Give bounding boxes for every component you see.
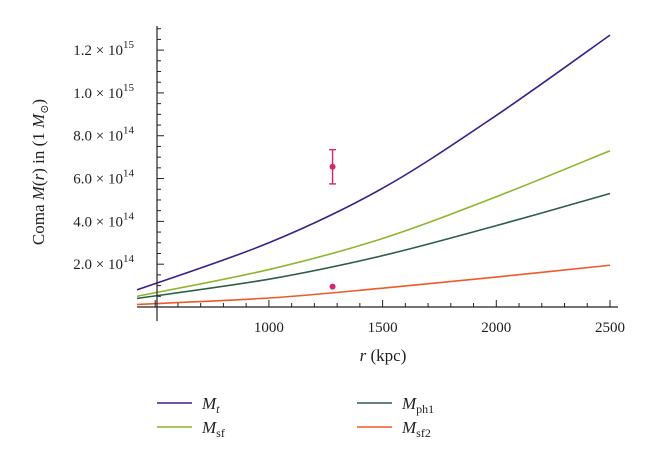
y-tick-label: 1.0 × 1015 [73,82,134,102]
series-line-msf [136,149,611,298]
y-tick-label: 2.0 × 1014 [73,253,134,273]
data-points [329,148,337,290]
legend-item-mt: Mt [157,394,220,416]
x-tick-label: 2500 [595,320,625,336]
legend-label: Mt [201,394,220,416]
x-tick-label: 1500 [368,320,398,336]
legend-item-msf2: Msf2 [357,418,431,440]
legend-item-mph1: Mph1 [357,394,434,416]
data-point-1 [329,148,337,185]
x-tick-label: 2000 [481,320,511,336]
legend-label: Mph1 [401,394,434,416]
series-line-mph1 [136,192,611,300]
axes: 1000 1500 2000 2500 2.0 × 1014 4.0 × 1014 6.0 … [73,26,625,336]
point-marker [329,163,336,170]
point-marker [329,283,336,290]
y-tick-label: 4.0 × 1014 [73,210,134,230]
legend-item-msf: Msf [157,418,225,440]
y-tick-label: 1.2 × 1015 [73,39,134,59]
y-tick-label: 8.0 × 1014 [73,125,134,145]
x-axis-title: r (kpc) [360,346,407,365]
plot-series [136,34,611,306]
y-axis-title: Coma M(r) in (1 M⊙) [29,99,51,245]
series-line-msf2 [136,264,611,306]
x-tick-label: 1000 [254,320,284,336]
legend-label: Msf [201,418,225,440]
y-tick-label: 6.0 × 1014 [73,168,134,188]
series-line-mt [136,34,611,291]
data-point-2 [329,283,336,290]
legend-label: Msf2 [401,418,431,440]
